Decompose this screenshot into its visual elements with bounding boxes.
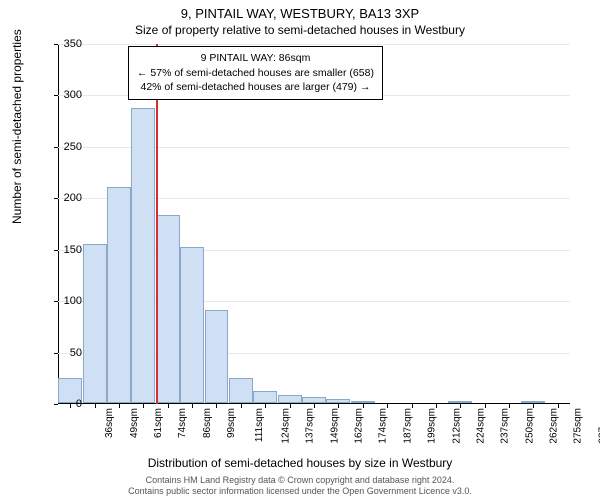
x-tick-mark — [168, 404, 169, 408]
bar — [131, 108, 155, 403]
x-tick-label: 162sqm — [354, 408, 365, 444]
x-tick-label: 187sqm — [402, 408, 413, 444]
x-tick-mark — [192, 404, 193, 408]
x-tick-mark — [558, 404, 559, 408]
y-tick-label: 50 — [52, 347, 82, 359]
x-tick-mark — [533, 404, 534, 408]
bar — [107, 187, 131, 403]
info-box-line2: ← 57% of semi-detached houses are smalle… — [137, 66, 374, 81]
y-axis-title: Number of semi-detached properties — [10, 29, 24, 224]
y-tick-label: 350 — [52, 38, 82, 50]
x-tick-label: 250sqm — [524, 408, 535, 444]
x-tick-label: 124sqm — [280, 408, 291, 444]
x-tick-label: 111sqm — [255, 408, 266, 442]
footer-attribution: Contains HM Land Registry data © Crown c… — [0, 475, 600, 498]
x-tick-label: 149sqm — [329, 408, 340, 444]
bar — [326, 399, 350, 403]
x-tick-mark — [290, 404, 291, 408]
grid-line — [58, 44, 570, 45]
bar — [253, 391, 277, 403]
x-tick-mark — [143, 404, 144, 408]
y-tick-label: 250 — [52, 141, 82, 153]
chart-title-address: 9, PINTAIL WAY, WESTBURY, BA13 3XP — [0, 6, 600, 21]
bar — [180, 247, 204, 403]
chart-area: 36sqm49sqm61sqm74sqm86sqm99sqm111sqm124s… — [58, 44, 570, 404]
bar — [156, 215, 180, 403]
x-tick-mark — [119, 404, 120, 408]
bar — [302, 397, 326, 403]
x-tick-mark — [509, 404, 510, 408]
bar — [521, 401, 545, 403]
info-box-line1: 9 PINTAIL WAY: 86sqm — [137, 51, 374, 66]
x-tick-label: 212sqm — [451, 408, 462, 444]
x-tick-label: 237sqm — [500, 408, 511, 444]
x-tick-mark — [265, 404, 266, 408]
x-tick-label: 86sqm — [202, 408, 213, 438]
bar — [83, 244, 107, 403]
x-tick-label: 275sqm — [573, 408, 584, 444]
chart-title-description: Size of property relative to semi-detach… — [0, 23, 600, 37]
x-tick-label: 49sqm — [129, 408, 140, 438]
x-tick-label: 262sqm — [549, 408, 560, 444]
bar — [278, 395, 302, 403]
footer-line2: Contains public sector information licen… — [0, 486, 600, 498]
x-tick-label: 61sqm — [153, 408, 164, 438]
x-tick-mark — [412, 404, 413, 408]
bar — [205, 310, 229, 403]
y-tick-label: 0 — [52, 398, 82, 410]
x-tick-mark — [216, 404, 217, 408]
x-tick-label: 36sqm — [104, 408, 115, 438]
x-tick-mark — [363, 404, 364, 408]
x-tick-label: 137sqm — [305, 408, 316, 444]
x-tick-mark — [436, 404, 437, 408]
bar — [229, 378, 253, 403]
info-box-line3: 42% of semi-detached houses are larger (… — [137, 80, 374, 95]
x-axis-title: Distribution of semi-detached houses by … — [0, 456, 600, 470]
y-tick-label: 150 — [52, 244, 82, 256]
x-tick-mark — [460, 404, 461, 408]
bar — [351, 401, 375, 403]
y-tick-label: 300 — [52, 89, 82, 101]
footer-line1: Contains HM Land Registry data © Crown c… — [0, 475, 600, 487]
x-tick-label: 224sqm — [475, 408, 486, 444]
x-tick-mark — [241, 404, 242, 408]
x-tick-mark — [95, 404, 96, 408]
bar — [448, 401, 472, 403]
x-tick-mark — [387, 404, 388, 408]
info-box: 9 PINTAIL WAY: 86sqm ← 57% of semi-detac… — [128, 46, 383, 100]
x-tick-label: 74sqm — [177, 408, 188, 438]
y-tick-label: 100 — [52, 295, 82, 307]
x-tick-mark — [338, 404, 339, 408]
x-tick-mark — [485, 404, 486, 408]
x-tick-label: 199sqm — [427, 408, 438, 444]
x-tick-label: 99sqm — [226, 408, 237, 438]
y-tick-label: 200 — [52, 192, 82, 204]
x-tick-label: 174sqm — [378, 408, 389, 444]
x-tick-mark — [314, 404, 315, 408]
